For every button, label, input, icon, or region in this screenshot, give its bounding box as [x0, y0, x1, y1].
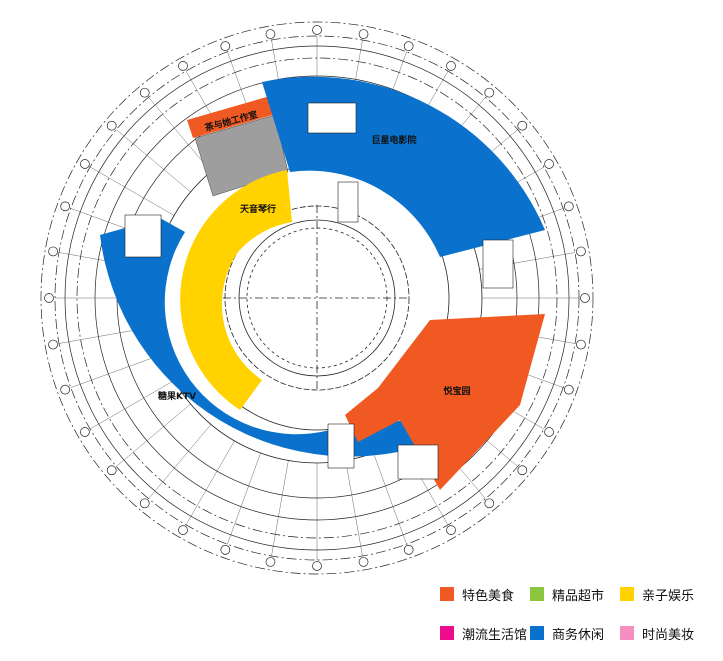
legend-label: 时尚美妆 — [642, 627, 695, 643]
grid-bubble — [446, 61, 456, 71]
store-label-piano: 天音琴行 — [240, 203, 276, 215]
store-label-cinema: 巨星电影院 — [371, 134, 416, 146]
store-label-garden: 悦宝园 — [443, 385, 470, 397]
grid-line — [90, 380, 175, 430]
grid-bubble — [312, 561, 322, 571]
grid-line — [227, 452, 261, 545]
grid-bubble — [139, 87, 150, 98]
legend: 特色美食 精品超市 亲子娱乐 潮流生活馆 商务休闲 时尚美妆 — [440, 583, 720, 661]
legend-item: 亲子娱乐 — [620, 583, 710, 605]
grid-line — [148, 97, 212, 172]
grid-bubble — [517, 120, 528, 131]
legend-swatch — [620, 587, 634, 601]
legend-swatch — [530, 587, 544, 601]
grid-bubble — [563, 201, 574, 212]
grid-line — [90, 166, 175, 216]
grid-bubble — [576, 339, 586, 350]
store-tea[interactable] — [187, 96, 276, 138]
grid-bubbles — [44, 25, 590, 571]
legend-row: 潮流生活馆 商务休闲 时尚美妆 — [440, 622, 720, 644]
grid-bubble — [576, 246, 586, 257]
legend-swatch — [530, 626, 544, 640]
grid-bubble — [220, 41, 231, 52]
grid-bubble — [178, 525, 188, 535]
grid-line — [116, 403, 191, 467]
legend-label: 潮流生活馆 — [462, 627, 528, 643]
grid-bubble — [60, 201, 71, 212]
grid-bubble — [265, 29, 276, 39]
grid-line — [148, 424, 212, 499]
store-label-ktv: 糖果KTV — [158, 390, 196, 402]
grid-line — [70, 354, 163, 388]
store-garden[interactable] — [345, 314, 545, 490]
store-piano[interactable] — [180, 170, 292, 410]
legend-item: 精品超市 — [530, 583, 620, 605]
grid-bubble — [403, 544, 414, 555]
legend-label: 精品超市 — [552, 588, 605, 604]
grid-bubble — [106, 120, 117, 131]
grid-bubble — [178, 61, 188, 71]
grid-bubble — [563, 384, 574, 395]
grid-line — [373, 452, 407, 545]
grid-bubble — [484, 87, 495, 98]
legend-label: 亲子娱乐 — [642, 588, 695, 604]
grid-bubble — [265, 557, 276, 567]
grid-bubble — [106, 465, 117, 476]
legend-label: 特色美食 — [462, 588, 515, 604]
legend-swatch — [440, 587, 454, 601]
grid-bubble — [358, 557, 369, 567]
grid-bubble — [44, 293, 54, 303]
grid-bubble — [220, 544, 231, 555]
grid-bubble — [544, 427, 554, 437]
grid-bubble — [80, 159, 90, 169]
legend-swatch — [620, 626, 634, 640]
legend-label: 商务休闲 — [552, 627, 605, 643]
legend-item: 潮流生活馆 — [440, 622, 530, 644]
grid-bubble — [48, 339, 58, 350]
grid-bubble — [544, 159, 554, 169]
grid-bubble — [80, 427, 90, 437]
grid-bubble — [403, 41, 414, 52]
legend-item: 时尚美妆 — [620, 622, 710, 644]
grid-bubble — [580, 293, 590, 303]
stair-cores — [124, 102, 514, 480]
grid-bubble — [139, 498, 150, 509]
legend-row: 特色美食 精品超市 亲子娱乐 — [440, 583, 720, 605]
unleased-area — [194, 114, 289, 197]
grid-bubble — [358, 29, 369, 39]
grid-line — [116, 129, 191, 193]
grid-line — [271, 460, 289, 557]
legend-item: 商务休闲 — [530, 622, 620, 644]
grid-bubble — [60, 384, 71, 395]
grid-line — [185, 440, 235, 525]
grid-bubble — [446, 525, 456, 535]
grid-bubble — [312, 25, 322, 35]
store-cinema[interactable] — [262, 76, 545, 258]
legend-item: 特色美食 — [440, 583, 530, 605]
grid-bubble — [48, 246, 58, 257]
legend-swatch — [440, 626, 454, 640]
grid-line — [345, 460, 363, 557]
grid-bubble — [484, 498, 495, 509]
grid-bubble — [517, 465, 528, 476]
